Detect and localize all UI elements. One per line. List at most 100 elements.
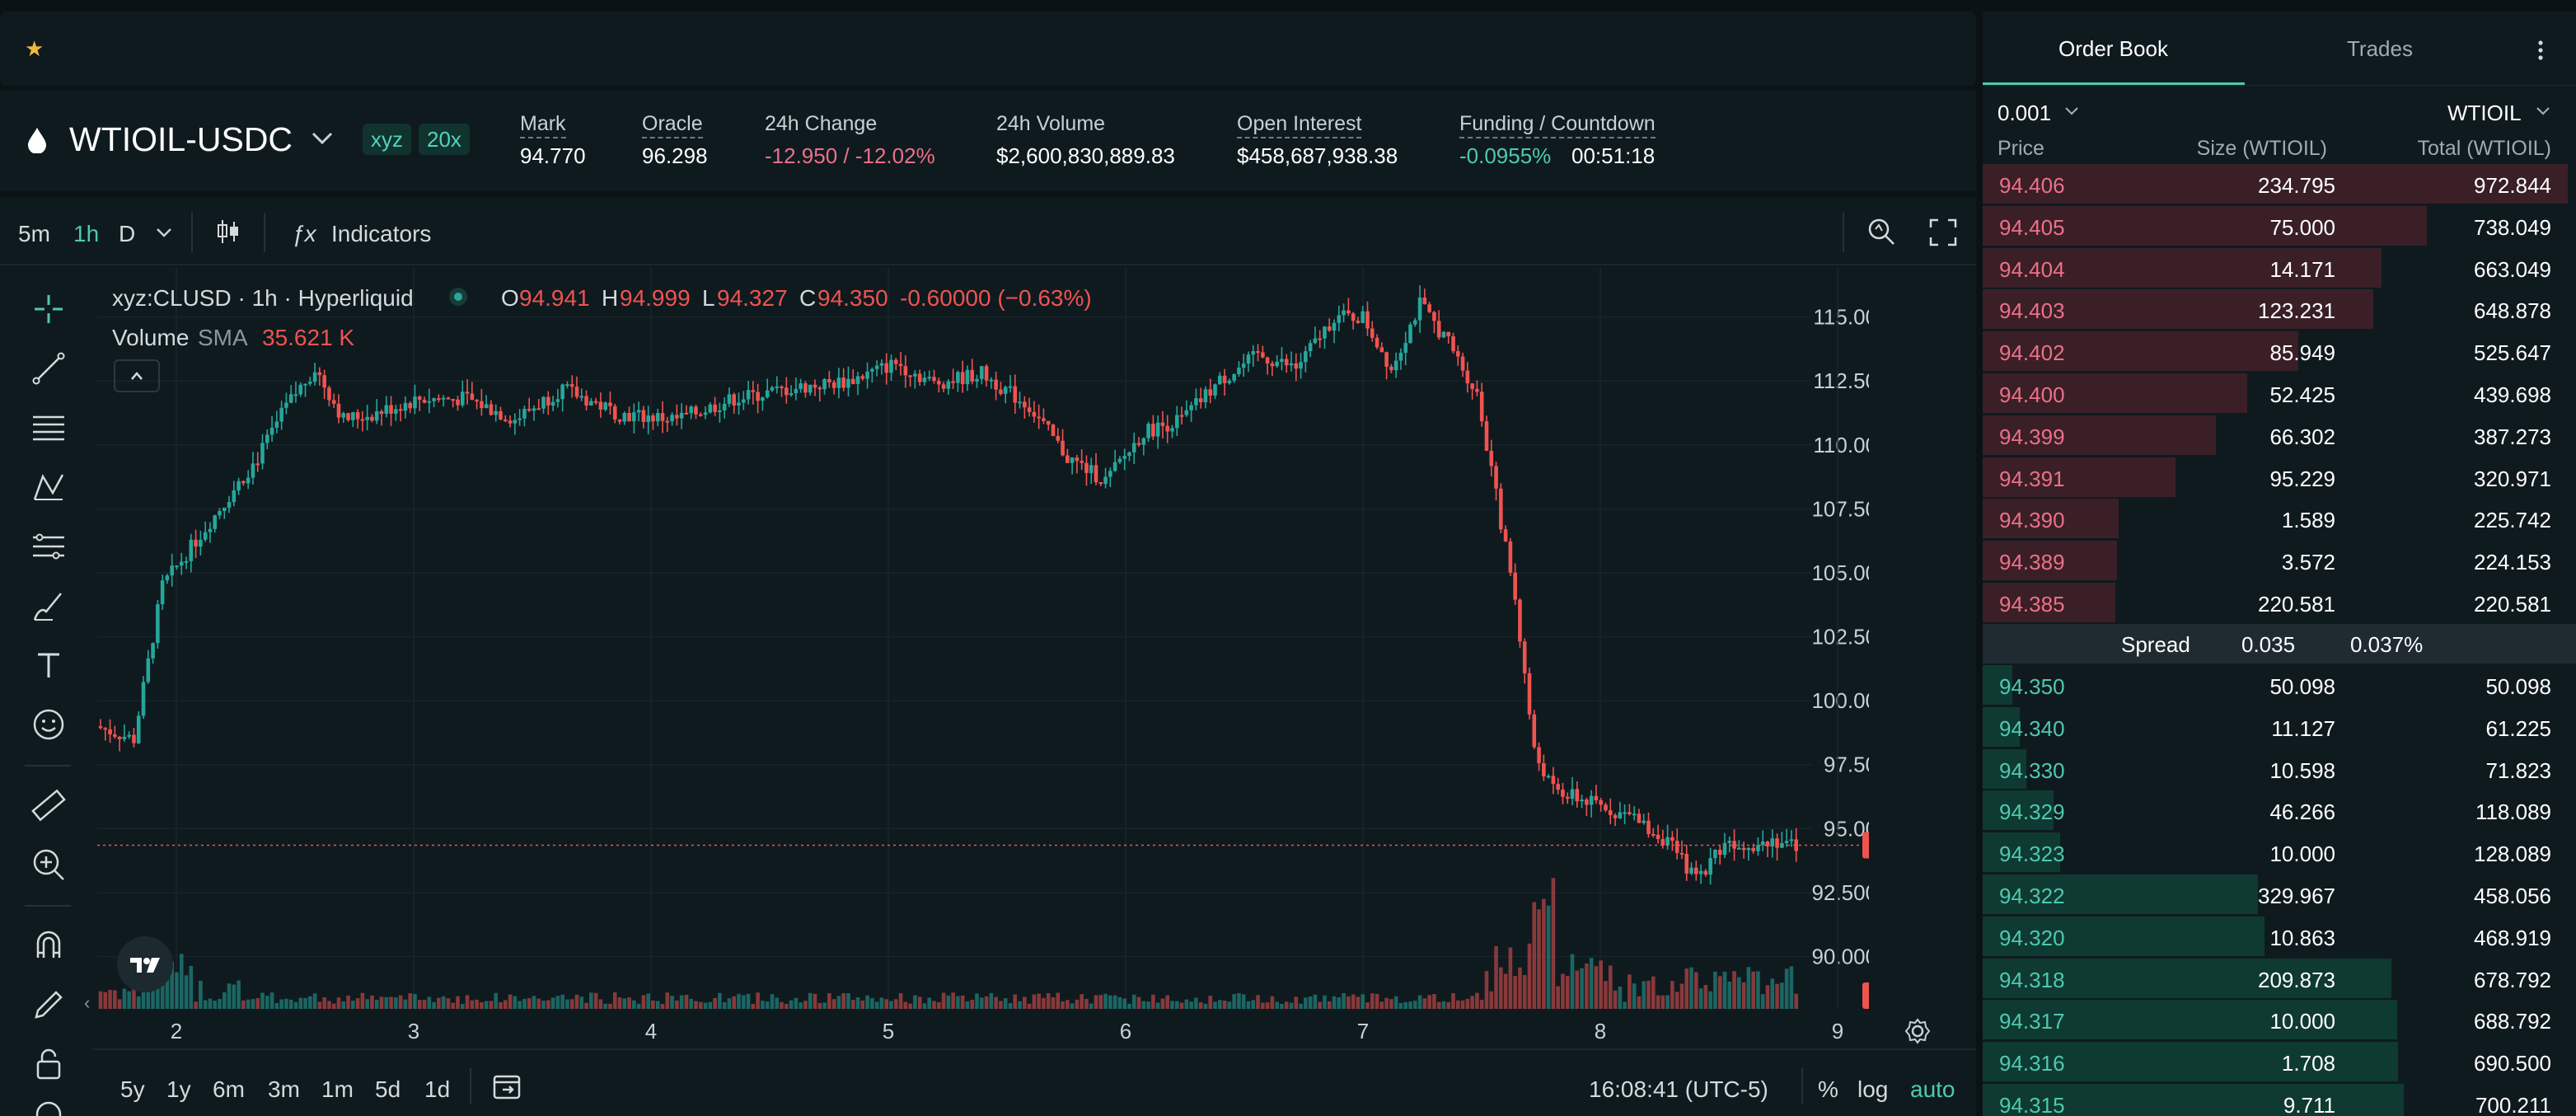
bid-row[interactable]: 94.315 9.711 700.211 [1983, 1083, 2576, 1116]
eye-icon[interactable] [28, 1096, 69, 1116]
tick-size-select[interactable]: 0.001 [1998, 101, 2052, 125]
log-scale-toggle[interactable]: log [1857, 1076, 1889, 1102]
ruler-icon[interactable] [28, 785, 69, 826]
bid-row[interactable]: 94.350 50.098 50.098 [1983, 664, 2576, 706]
candle-body [1351, 313, 1356, 321]
star-icon[interactable]: ★ [25, 36, 44, 61]
candle-body [1299, 362, 1303, 369]
candle-body [1094, 465, 1098, 483]
chevron-down-icon[interactable] [310, 129, 335, 147]
pattern-icon[interactable] [28, 467, 69, 508]
candle-body [889, 359, 893, 373]
range-5y[interactable]: 5y [120, 1076, 145, 1102]
bid-row[interactable]: 94.329 46.266 118.089 [1983, 790, 2576, 831]
range-1y[interactable]: 1y [166, 1076, 191, 1102]
tradingview-logo[interactable] [117, 936, 173, 992]
bid-row[interactable]: 94.320 10.863 468.919 [1983, 916, 2576, 957]
candle-body [1436, 321, 1441, 338]
volume-bar [560, 994, 564, 1009]
lock-icon[interactable] [28, 1043, 69, 1085]
bid-row[interactable]: 94.323 10.000 128.089 [1983, 832, 2576, 873]
range-3m[interactable]: 3m [268, 1076, 300, 1102]
volume-bar [1237, 992, 1241, 1009]
price-chart[interactable]: 117.50115.00112.50110.00107.50105.00102.… [97, 267, 1869, 1009]
ask-row[interactable]: 94.403 123.231 648.878 [1983, 288, 2576, 330]
fx-icon[interactable]: ƒx [292, 221, 316, 246]
ask-row[interactable]: 94.402 85.949 525.647 [1983, 331, 2576, 372]
bid-row[interactable]: 94.330 10.598 71.823 [1983, 748, 2576, 790]
bid-row[interactable]: 94.322 329.967 458.056 [1983, 874, 2576, 915]
crosshair-icon[interactable] [28, 288, 69, 330]
bid-row[interactable]: 94.340 11.127 61.225 [1983, 706, 2576, 748]
coin-select[interactable]: WTIOIL [2447, 101, 2522, 125]
indicators-button[interactable]: Indicators [331, 221, 432, 246]
volume-bar [1284, 1001, 1289, 1009]
candle-body [508, 420, 513, 424]
tab-trades[interactable]: Trades [2347, 36, 2413, 61]
ask-row[interactable]: 94.405 75.000 738.049 [1983, 205, 2576, 246]
tab-order-book[interactable]: Order Book [2058, 36, 2168, 61]
bid-depth-bar [1983, 875, 2259, 914]
tick-size-chevron-icon[interactable] [2063, 106, 2080, 117]
ask-row[interactable]: 94.400 52.425 439.698 [1983, 373, 2576, 414]
bid-row[interactable]: 94.317 10.000 688.792 [1983, 999, 2576, 1040]
more-options-icon[interactable] [2535, 38, 2546, 63]
fullscreen-icon[interactable] [1928, 218, 1958, 247]
volume-bar [1628, 974, 1632, 1009]
horizontal-lines-icon[interactable] [28, 407, 69, 448]
pencil-lock-icon[interactable] [28, 984, 69, 1025]
ask-row[interactable]: 94.404 14.171 663.049 [1983, 247, 2576, 288]
text-icon[interactable] [28, 645, 69, 686]
volume-bar [1432, 994, 1436, 1009]
range-1d[interactable]: 1d [424, 1076, 451, 1102]
volume-bar [1122, 998, 1126, 1009]
candle-body [237, 481, 241, 491]
ask-row[interactable]: 94.390 1.589 225.742 [1983, 498, 2576, 539]
bid-row[interactable]: 94.318 209.873 678.792 [1983, 958, 2576, 999]
ask-row[interactable]: 94.399 66.302 387.273 [1983, 415, 2576, 456]
volume-bar [655, 1001, 660, 1009]
ask-row[interactable]: 94.391 95.229 320.971 [1983, 457, 2576, 498]
range-6m[interactable]: 6m [213, 1076, 245, 1102]
brush-icon[interactable] [28, 585, 69, 626]
volume-bar [1008, 1003, 1013, 1009]
candle-body [1304, 351, 1308, 363]
interval-d[interactable]: D [119, 221, 136, 246]
go-to-date-icon[interactable] [491, 1071, 524, 1101]
zoom-in-icon[interactable] [28, 844, 69, 885]
candle-body [803, 383, 808, 393]
coin-chevron-icon[interactable] [2535, 106, 2551, 117]
magnet-icon[interactable] [28, 925, 69, 966]
trend-line-icon[interactable] [28, 348, 69, 389]
legend-collapse-button[interactable] [114, 359, 160, 392]
auto-scale-toggle[interactable]: auto [1910, 1076, 1955, 1102]
ask-row[interactable]: 94.385 220.581 220.581 [1983, 582, 2576, 623]
range-1m[interactable]: 1m [321, 1076, 354, 1102]
volume-bar [813, 993, 817, 1009]
interval-chevron-down-icon[interactable] [155, 226, 173, 239]
percent-scale-toggle[interactable]: % [1818, 1076, 1838, 1102]
candles-icon[interactable] [214, 218, 242, 246]
emoji-icon[interactable] [28, 704, 69, 745]
volume-bar [1198, 1002, 1203, 1009]
ask-row[interactable]: 94.406 234.795 972.844 [1983, 163, 2576, 204]
volume-bar [218, 998, 222, 1009]
candle-body [1037, 416, 1041, 419]
interval-5m[interactable]: 5m [18, 221, 50, 246]
fib-icon[interactable] [28, 526, 69, 567]
candle-body [1537, 747, 1541, 763]
market-symbol[interactable]: WTIOIL-USDC [69, 120, 293, 158]
volume-bar [1694, 972, 1698, 1009]
ask-row[interactable]: 94.389 3.572 224.153 [1983, 540, 2576, 581]
volume-bar [742, 995, 746, 1009]
bid-row[interactable]: 94.316 1.708 690.500 [1983, 1041, 2576, 1082]
collapse-toolbar-icon[interactable]: ‹ [84, 992, 91, 1013]
volume-legend-label: Volume [112, 325, 190, 350]
range-5d[interactable]: 5d [375, 1076, 401, 1102]
interval-1h[interactable]: 1h [73, 221, 100, 246]
chart-settings-icon[interactable] [1904, 1017, 1932, 1045]
zoom-search-icon[interactable] [1866, 216, 1897, 247]
volume-bar [265, 996, 269, 1009]
candle-body [956, 372, 960, 383]
candle-body [113, 734, 117, 737]
